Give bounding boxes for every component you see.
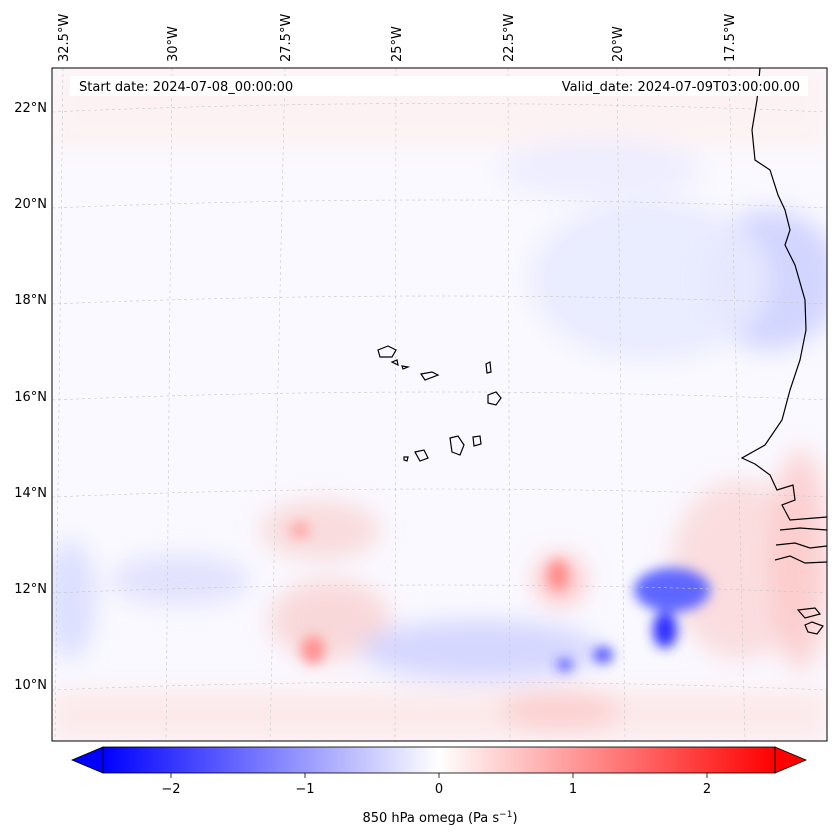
map-panel (52, 68, 827, 741)
lat-label: 18°N (14, 293, 47, 308)
colorbar-tick: 2 (703, 782, 711, 797)
valid-date-label: Valid_date: 2024-07-09T03:00:00.00 (562, 80, 800, 95)
colorbar-max-arrow (774, 746, 808, 774)
lon-label: 22.5°W (502, 14, 517, 62)
lat-label: 14°N (14, 486, 47, 501)
map-frame (51, 67, 828, 742)
omega-strong-cores (290, 522, 710, 670)
coastline (377, 68, 827, 635)
colorbar-tick: 0 (435, 782, 443, 797)
lat-label: 20°N (14, 197, 47, 212)
lat-label: 12°N (14, 582, 47, 597)
colorbar-min-arrow (70, 746, 104, 774)
lat-label: 16°N (14, 390, 47, 405)
colorbar: −2 −1 0 1 2 850 hPa omega (Pa s−1) (70, 746, 808, 826)
lat-label: 10°N (14, 678, 47, 693)
colorbar-bar (102, 746, 776, 774)
start-date-label: Start date: 2024-07-08_00:00:00 (79, 80, 293, 95)
colorbar-tick: −2 (161, 782, 180, 797)
colorbar-tick: −1 (295, 782, 314, 797)
colorbar-label: 850 hPa omega (Pa s−1) (362, 810, 517, 826)
lon-label: 17.5°W (723, 14, 738, 62)
lon-label: 27.5°W (279, 14, 294, 62)
lat-label: 22°N (14, 101, 47, 116)
graticule (52, 68, 827, 741)
colorbar-tick: 1 (569, 782, 577, 797)
lon-label: 30°W (166, 26, 181, 62)
lon-label: 25°W (390, 26, 405, 62)
date-label-box (70, 76, 808, 96)
lon-label: 32.5°W (57, 14, 72, 62)
lon-label: 20°W (611, 26, 626, 62)
